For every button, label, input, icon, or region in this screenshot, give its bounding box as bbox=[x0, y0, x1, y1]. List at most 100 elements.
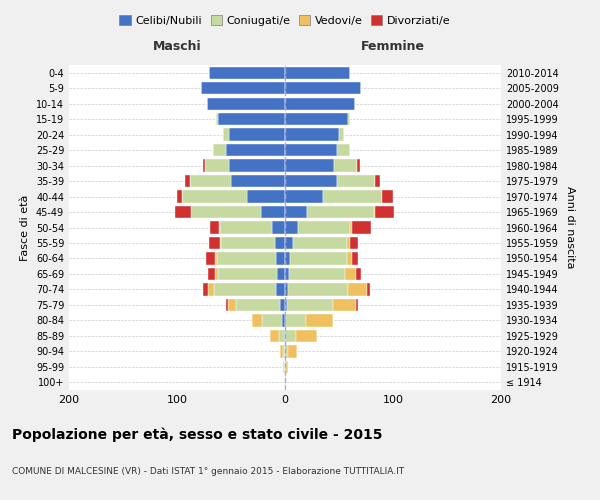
Bar bbox=[334, 160, 358, 172]
Bar bbox=[226, 144, 285, 156]
Bar bbox=[296, 330, 317, 342]
Bar bbox=[229, 160, 285, 172]
Bar bbox=[283, 345, 285, 358]
Y-axis label: Fasce di età: Fasce di età bbox=[20, 194, 30, 260]
Bar bbox=[262, 314, 282, 326]
Bar bbox=[288, 345, 297, 358]
Bar bbox=[285, 144, 337, 156]
Bar bbox=[203, 160, 205, 172]
Bar bbox=[229, 128, 285, 141]
Bar bbox=[282, 314, 285, 326]
Bar bbox=[285, 268, 289, 280]
Bar bbox=[285, 314, 286, 326]
Y-axis label: Anni di nascita: Anni di nascita bbox=[565, 186, 575, 269]
Bar bbox=[217, 252, 277, 264]
Bar bbox=[220, 237, 221, 249]
Bar bbox=[203, 283, 208, 296]
Bar bbox=[285, 206, 307, 218]
Bar bbox=[215, 268, 218, 280]
Bar bbox=[272, 222, 285, 234]
Text: Femmine: Femmine bbox=[361, 40, 425, 52]
Bar bbox=[290, 252, 347, 264]
Bar bbox=[277, 252, 285, 264]
Bar bbox=[228, 298, 236, 311]
Bar bbox=[221, 237, 275, 249]
Bar bbox=[285, 175, 337, 188]
Text: Popolazione per età, sesso e stato civile - 2015: Popolazione per età, sesso e stato civil… bbox=[12, 428, 383, 442]
Text: Maschi: Maschi bbox=[152, 40, 202, 52]
Bar bbox=[347, 237, 350, 249]
Bar bbox=[285, 345, 288, 358]
Bar bbox=[347, 283, 367, 296]
Bar bbox=[270, 330, 278, 342]
Bar bbox=[285, 237, 293, 249]
Bar bbox=[285, 66, 350, 79]
Bar bbox=[358, 160, 359, 172]
Bar bbox=[185, 175, 190, 188]
Bar bbox=[285, 98, 355, 110]
Bar bbox=[218, 113, 285, 126]
Bar bbox=[280, 298, 285, 311]
Bar bbox=[208, 283, 214, 296]
Bar bbox=[275, 237, 285, 249]
Bar bbox=[219, 222, 220, 234]
Bar bbox=[284, 360, 285, 373]
Bar bbox=[201, 82, 285, 94]
Bar bbox=[356, 268, 361, 280]
Bar bbox=[367, 283, 370, 296]
Bar bbox=[205, 160, 229, 172]
Bar bbox=[175, 206, 191, 218]
Bar bbox=[323, 190, 382, 202]
Bar bbox=[220, 222, 272, 234]
Bar bbox=[285, 128, 339, 141]
Bar bbox=[283, 360, 284, 373]
Bar bbox=[356, 298, 358, 311]
Bar bbox=[190, 175, 231, 188]
Bar bbox=[374, 206, 394, 218]
Bar bbox=[337, 175, 374, 188]
Bar bbox=[231, 175, 285, 188]
Bar bbox=[277, 268, 285, 280]
Bar bbox=[212, 144, 226, 156]
Bar bbox=[277, 283, 285, 296]
Bar bbox=[352, 222, 371, 234]
Bar bbox=[352, 252, 358, 264]
Bar bbox=[211, 222, 219, 234]
Bar bbox=[261, 206, 285, 218]
Bar bbox=[247, 190, 285, 202]
Bar bbox=[285, 252, 290, 264]
Bar bbox=[339, 128, 344, 141]
Bar bbox=[206, 252, 215, 264]
Bar bbox=[305, 314, 332, 326]
Bar bbox=[346, 268, 356, 280]
Bar bbox=[287, 298, 332, 311]
Bar bbox=[307, 206, 374, 218]
Bar bbox=[207, 98, 285, 110]
Bar bbox=[226, 298, 228, 311]
Bar bbox=[347, 113, 350, 126]
Bar bbox=[182, 190, 247, 202]
Bar bbox=[209, 66, 285, 79]
Bar bbox=[337, 144, 350, 156]
Bar bbox=[191, 206, 261, 218]
Bar bbox=[289, 268, 346, 280]
Bar bbox=[218, 268, 277, 280]
Bar bbox=[382, 190, 393, 202]
Bar bbox=[215, 252, 217, 264]
Bar bbox=[332, 298, 356, 311]
Bar bbox=[285, 160, 334, 172]
Bar bbox=[374, 175, 380, 188]
Bar bbox=[209, 237, 220, 249]
Bar bbox=[285, 298, 287, 311]
Bar bbox=[285, 360, 286, 373]
Bar bbox=[223, 128, 229, 141]
Bar bbox=[350, 222, 352, 234]
Bar bbox=[285, 283, 288, 296]
Bar bbox=[280, 345, 283, 358]
Legend: Celibi/Nubili, Coniugati/e, Vedovi/e, Divorziati/e: Celibi/Nubili, Coniugati/e, Vedovi/e, Di… bbox=[116, 12, 454, 29]
Bar bbox=[285, 222, 298, 234]
Bar bbox=[285, 376, 286, 388]
Bar bbox=[347, 252, 352, 264]
Bar bbox=[285, 82, 361, 94]
Bar bbox=[284, 330, 285, 342]
